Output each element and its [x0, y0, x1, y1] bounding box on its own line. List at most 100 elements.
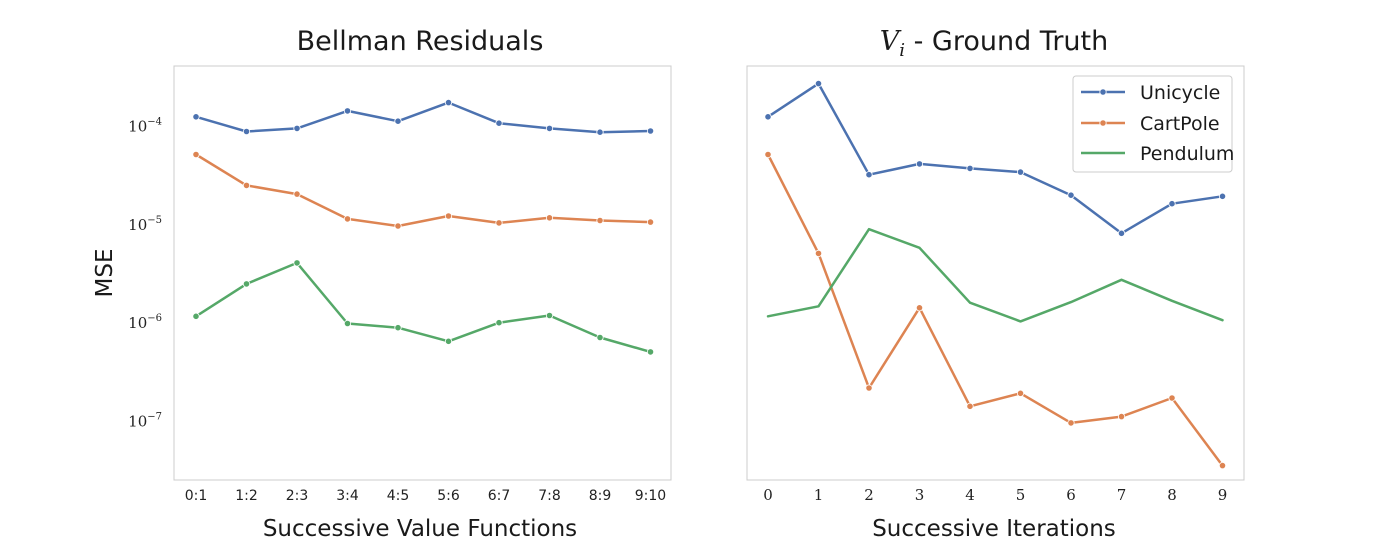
point-unicycle — [865, 171, 873, 179]
point-cartpole — [1168, 394, 1176, 402]
y-tick-label: 10−6 — [128, 313, 162, 332]
point-cartpole — [915, 304, 924, 312]
point-pendulum — [242, 280, 251, 288]
x-tick-label: 6 — [1066, 486, 1076, 504]
x-tick-label: 4:5 — [387, 488, 410, 504]
legend-marker-unicycle — [1099, 88, 1107, 96]
series-lines-right — [764, 80, 1227, 470]
legend-box — [1072, 75, 1233, 173]
line-unicycle — [194, 101, 652, 134]
legend: Unicycle CartPole Pendulum — [1072, 75, 1234, 173]
point-unicycle — [444, 99, 453, 107]
chart-bellman-residuals: Bellman Residuals Successive Value Funct… — [92, 26, 672, 542]
point-pendulum — [343, 319, 352, 328]
point-cartpole — [444, 212, 453, 220]
x-tick-label: 8:9 — [589, 488, 612, 504]
point-unicycle — [192, 113, 200, 121]
line-unicycle — [766, 82, 1224, 235]
point-cartpole — [192, 150, 200, 159]
point-unicycle — [293, 124, 301, 132]
point-cartpole — [1067, 419, 1075, 427]
point-unicycle — [814, 80, 823, 88]
point-cartpole — [966, 402, 974, 410]
chart-title-left: Bellman Residuals — [297, 26, 544, 57]
point-cartpole — [293, 190, 301, 198]
point-unicycle — [394, 117, 402, 125]
series-pendulum — [192, 259, 655, 356]
series-cartpole — [192, 150, 655, 230]
point-cartpole — [814, 249, 823, 257]
point-pendulum — [646, 348, 655, 356]
legend-entry-pendulum: Pendulum — [1081, 143, 1234, 165]
point-unicycle — [596, 128, 604, 136]
legend-entry-cartpole: CartPole — [1081, 113, 1220, 135]
legend-entry-unicycle: Unicycle — [1081, 82, 1220, 104]
point-cartpole — [545, 214, 554, 222]
y-tick-label: 10−7 — [128, 412, 162, 431]
point-unicycle — [495, 119, 503, 127]
x-tick-label: 5:6 — [437, 488, 460, 504]
x-tick-label: 1 — [814, 486, 824, 504]
point-cartpole — [1218, 461, 1227, 470]
x-tick-label: 3 — [915, 486, 925, 504]
point-unicycle — [1016, 168, 1025, 176]
legend-marker-cartpole — [1099, 119, 1107, 127]
x-tick-label: 2:3 — [286, 488, 309, 504]
point-cartpole — [596, 216, 604, 225]
y-tick-label: 10−4 — [128, 116, 162, 135]
point-pendulum — [394, 324, 402, 332]
x-tick-labels-right: 0 1 2 3 4 5 6 7 8 9 — [763, 486, 1227, 504]
point-cartpole — [394, 222, 402, 230]
title-text-ground-truth: - Ground Truth — [905, 26, 1108, 57]
point-unicycle — [1218, 192, 1227, 200]
y-axis-label: MSE — [92, 249, 118, 298]
series-cartpole — [764, 150, 1227, 470]
y-tick-base: 10 — [128, 117, 147, 135]
x-tick-label: 0 — [763, 486, 773, 504]
x-axis-label-right: Successive Iterations — [872, 516, 1116, 542]
y-tick-base: 10 — [128, 413, 147, 431]
point-pendulum — [596, 333, 604, 342]
y-tick-label: 10−5 — [128, 215, 162, 234]
point-cartpole — [495, 219, 503, 227]
x-tick-labels-left: 0:1 1:2 2:3 3:4 4:5 5:6 6:7 7:8 8:9 9:10 — [185, 488, 666, 504]
y-tick-exponent: −4 — [147, 116, 162, 127]
x-tick-label: 9:10 — [635, 488, 666, 504]
point-cartpole — [242, 181, 251, 189]
line-cartpole — [194, 153, 652, 228]
y-tick-base: 10 — [128, 314, 147, 332]
x-tick-label: 1:2 — [235, 488, 258, 504]
y-tick-exponent: −7 — [147, 412, 162, 423]
point-cartpole — [343, 215, 352, 223]
point-unicycle — [915, 160, 924, 168]
point-pendulum — [545, 311, 554, 320]
series-unicycle — [192, 99, 655, 136]
x-tick-label: 0:1 — [185, 488, 208, 504]
point-unicycle — [646, 127, 655, 135]
point-unicycle — [545, 124, 554, 132]
point-pendulum — [495, 319, 503, 327]
x-tick-label: 7 — [1117, 486, 1127, 504]
line-pendulum — [766, 227, 1224, 323]
point-cartpole — [646, 218, 655, 226]
line-cartpole — [766, 153, 1224, 467]
series-unicycle — [764, 80, 1227, 237]
point-cartpole — [1117, 412, 1126, 421]
legend-label-cartpole: CartPole — [1140, 113, 1220, 135]
chart-title-right: Vi - Ground Truth — [880, 26, 1109, 61]
x-tick-label: 6:7 — [488, 488, 511, 504]
point-pendulum — [293, 259, 301, 267]
title-math-sub-i: i — [899, 40, 905, 61]
point-unicycle — [242, 127, 251, 136]
x-tick-label: 2 — [864, 486, 874, 504]
y-tick-labels-left: 10−710−610−510−4 — [128, 116, 162, 430]
x-tick-label: 9 — [1218, 486, 1228, 504]
title-math-v: V — [880, 26, 902, 57]
y-tick-exponent: −6 — [147, 313, 162, 324]
point-cartpole — [1016, 389, 1025, 397]
point-pendulum — [444, 337, 453, 345]
series-lines-left — [192, 99, 655, 356]
point-unicycle — [1117, 229, 1126, 237]
x-tick-label: 5 — [1016, 486, 1026, 504]
